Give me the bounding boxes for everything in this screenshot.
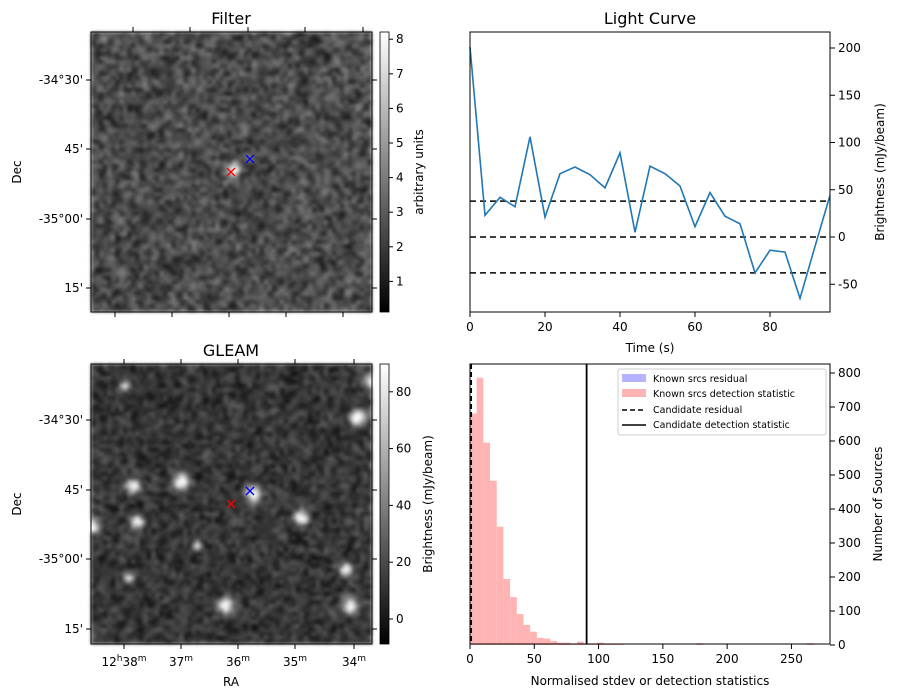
legend-label-candidate-residual: Candidate residual — [653, 405, 742, 416]
filter-title: Filter — [211, 9, 251, 28]
lightcurve-xlabel: Time (s) — [625, 341, 675, 355]
histogram-bar — [516, 614, 524, 645]
histogram-bar — [483, 442, 491, 645]
colorbar-tick-label: 6 — [396, 101, 404, 115]
dec-tick-label: -35°00' — [39, 212, 83, 226]
histogram-xlabel: Normalised stdev or detection statistics — [531, 674, 770, 688]
colorbar-tick-label: 60 — [396, 442, 411, 456]
gleam-axes-frame — [90, 363, 373, 645]
colorbar-tick-label: 4 — [396, 171, 404, 185]
gleam-colorbar — [379, 363, 390, 645]
y-tick-label: 800 — [838, 366, 861, 380]
histogram-bar — [476, 377, 484, 645]
histogram-legend: Known srcs residual Known srcs detection… — [617, 368, 827, 436]
gleam-colorbar-label: Brightness (mJy/beam) — [421, 435, 435, 573]
histogram-bar — [470, 413, 477, 645]
y-tick-label: 500 — [838, 468, 861, 482]
y-tick-label: 150 — [838, 88, 861, 102]
colorbar-tick-label: 7 — [396, 67, 404, 81]
x-tick-label: 200 — [716, 652, 739, 666]
histogram-bar — [490, 480, 497, 645]
x-tick-label: 20 — [537, 320, 552, 334]
filter-axes-frame — [90, 31, 373, 313]
colorbar-tick-label: 40 — [396, 498, 411, 512]
x-tick-label: 80 — [762, 320, 777, 334]
dec-tick-label: -34°30' — [39, 73, 83, 87]
histogram-bar — [530, 631, 537, 645]
histogram-ylabel: Number of Sources — [871, 447, 885, 562]
y-tick-label: -50 — [838, 277, 858, 291]
y-tick-label: 700 — [838, 400, 861, 414]
colorbar-tick-label: 2 — [396, 240, 404, 254]
x-tick-label: 60 — [687, 320, 702, 334]
y-tick-label: 0 — [838, 638, 846, 652]
histogram-bar — [536, 637, 544, 645]
colorbar-tick-label: 3 — [396, 205, 404, 219]
colorbar-tick-label: 1 — [396, 274, 404, 288]
dec-tick-label: -34°30' — [39, 413, 83, 427]
colorbar-tick-label: 20 — [396, 555, 411, 569]
legend-label-residual: Known srcs residual — [653, 374, 747, 385]
ra-tick-label: 36m — [226, 654, 250, 669]
ra-tick-label: 34m — [342, 654, 366, 669]
gleam-ylabel: Dec — [10, 492, 24, 515]
y-tick-label: 100 — [838, 136, 861, 150]
y-tick-label: 0 — [838, 230, 846, 244]
legend-label-candidate-detection: Candidate detection statistic — [653, 420, 790, 431]
dec-tick-label: -35°00' — [39, 552, 83, 566]
y-tick-label: 600 — [838, 434, 861, 448]
legend-swatch-detection — [622, 389, 646, 397]
y-tick-label: 400 — [838, 502, 861, 516]
colorbar-tick-label: 8 — [396, 32, 404, 46]
filter-red-marker — [226, 167, 236, 177]
filter-colorbar-label: arbitrary units — [412, 129, 426, 215]
dec-tick-label: 45' — [64, 142, 83, 156]
gleam-red-marker — [226, 499, 236, 509]
colorbar-tick-label: 80 — [396, 385, 411, 399]
x-tick-label: 100 — [587, 652, 610, 666]
gleam-title: GLEAM — [203, 341, 259, 360]
x-tick-label: 40 — [612, 320, 627, 334]
lightcurve-ylabel: Brightness (mJy/beam) — [873, 103, 887, 241]
filter-blue-marker — [245, 154, 255, 164]
ra-tick-label: 35m — [283, 654, 307, 669]
histogram-bar — [576, 641, 584, 645]
y-tick-label: 200 — [838, 41, 861, 55]
dec-tick-label: 45' — [64, 483, 83, 497]
legend-label-detection: Known srcs detection statistic — [653, 389, 795, 400]
colorbar-tick-label: 5 — [396, 136, 404, 150]
histogram-bar — [543, 638, 551, 645]
gleam-xlabel: RA — [223, 675, 240, 689]
dec-tick-label: 15' — [64, 281, 83, 295]
histogram-bar — [510, 597, 517, 645]
gleam-blue-marker — [245, 486, 255, 496]
dec-tick-label: 15' — [64, 622, 83, 636]
lightcurve-title: Light Curve — [604, 9, 696, 28]
x-tick-label: 50 — [527, 652, 542, 666]
legend-swatch-residual — [622, 374, 646, 382]
histogram-bar — [523, 624, 531, 645]
filter-colorbar — [379, 31, 390, 313]
x-tick-label: 250 — [780, 652, 803, 666]
histogram-bar — [550, 640, 557, 645]
filter-ylabel: Dec — [10, 160, 24, 183]
histogram-axes-frame — [469, 363, 831, 645]
y-tick-label: 100 — [838, 604, 861, 618]
x-tick-label: 0 — [466, 320, 474, 334]
y-tick-label: 300 — [838, 536, 861, 550]
y-tick-label: 200 — [838, 570, 861, 584]
x-tick-label: 150 — [651, 652, 674, 666]
lightcurve-axes-frame — [469, 31, 831, 313]
colorbar-tick-label: 0 — [396, 612, 404, 626]
y-tick-label: 50 — [838, 183, 853, 197]
histogram-bar — [503, 579, 511, 645]
x-tick-label: 0 — [466, 652, 474, 666]
ra-tick-label: 12h38m — [101, 654, 146, 669]
ra-tick-label: 37m — [169, 654, 193, 669]
light-curve-line — [469, 46, 831, 302]
histogram-bar — [496, 526, 504, 645]
